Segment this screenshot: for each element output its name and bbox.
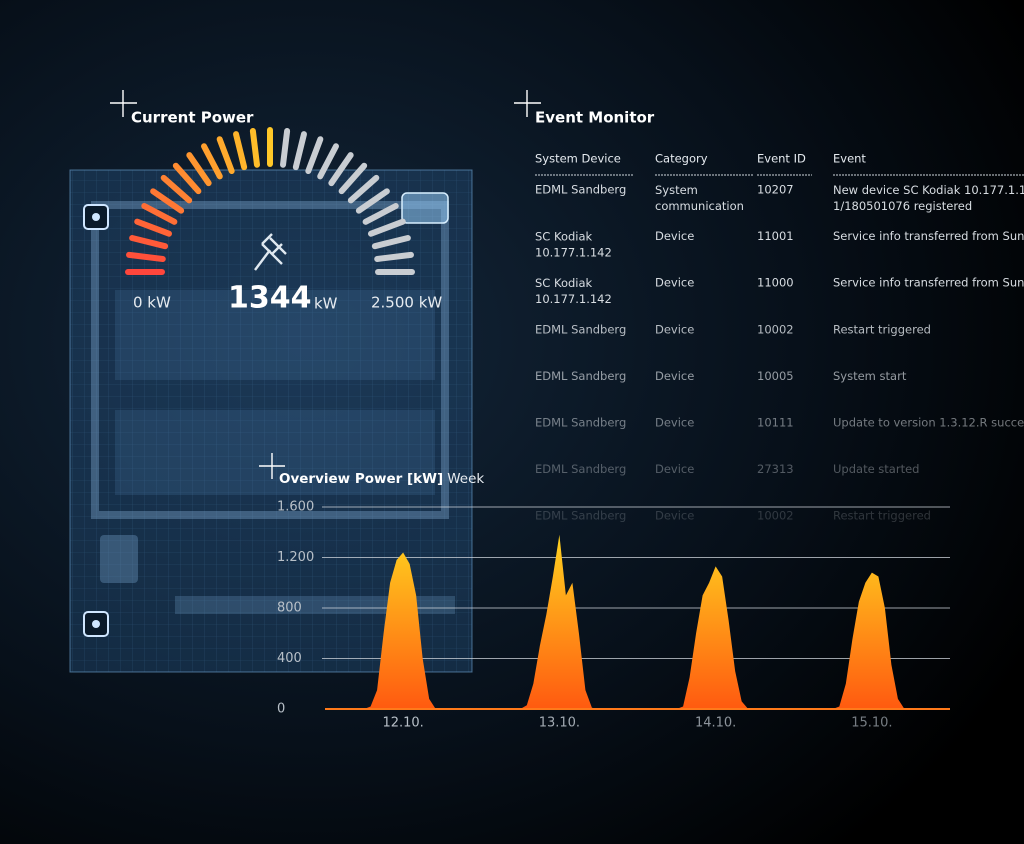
- table-cell: 10207: [757, 183, 794, 197]
- gauge-segment-filled: [233, 131, 248, 171]
- table-cell: Service info transferred from Sunny C: [833, 229, 1024, 243]
- power-area: [325, 534, 950, 709]
- gauge-segment: [292, 131, 307, 171]
- column-header: System Device: [535, 152, 621, 166]
- gauge-segment-filled: [160, 174, 193, 204]
- table-cell: Restart triggered: [833, 509, 931, 523]
- text-line: communication: [655, 199, 744, 213]
- x-tick-label: 15.10.: [851, 716, 892, 731]
- table-cell: 10002: [757, 509, 794, 523]
- gauge-segment-filled: [201, 143, 223, 180]
- crosshairs: [110, 90, 541, 479]
- gauge-segment-filled: [249, 128, 260, 168]
- table-cell: 11001: [757, 229, 794, 243]
- gauge-segment: [367, 218, 406, 237]
- gauge-min-label: 0 kW: [133, 294, 171, 312]
- table-cell: Device: [655, 276, 694, 290]
- gauge-segment: [355, 188, 390, 214]
- y-tick-label: 1.200: [277, 550, 314, 565]
- gauge-segment: [328, 152, 354, 187]
- y-tick-label: 800: [277, 601, 302, 616]
- gauge-unit: kW: [314, 295, 338, 313]
- table-cell: 10002: [757, 322, 794, 336]
- gauge-segment: [305, 136, 324, 175]
- column-header: Event: [833, 152, 866, 166]
- table-cell: 11000: [757, 276, 794, 290]
- current-power-title: Current Power: [131, 109, 254, 127]
- column-header: Category: [655, 152, 708, 166]
- plug-icon: [254, 233, 287, 271]
- table-cell: EDML Sandberg: [535, 462, 626, 476]
- table-cell: EDML Sandberg: [535, 369, 626, 383]
- table-cell: Device: [655, 369, 694, 383]
- table-cell: EDML Sandberg: [535, 183, 626, 197]
- table-cell: System communication: [655, 183, 744, 213]
- gauge-segment: [338, 162, 368, 195]
- table-cell: Device: [655, 462, 694, 476]
- text-line: SC Kodiak: [535, 229, 593, 243]
- x-tick-label: 12.10.: [382, 716, 423, 731]
- chart-subtitle: Week: [447, 471, 484, 487]
- table-cell: New device SC Kodiak 10.177.1.13 1/180501…: [833, 183, 1024, 213]
- chart-heading: Overview Power [kW] Week: [279, 471, 484, 487]
- gauge-segment-filled: [126, 251, 166, 262]
- gauge-segment-filled: [186, 152, 212, 187]
- table-cell: SC Kodiak 10.177.1.142: [535, 276, 612, 306]
- gauge-value: 1344: [228, 281, 312, 316]
- y-tick-label: 1.600: [277, 500, 314, 515]
- text-line: 1/180501076 registered: [833, 199, 972, 213]
- x-tick-label: 13.10.: [539, 716, 580, 731]
- table-cell: Device: [655, 322, 694, 336]
- table-cell: EDML Sandberg: [535, 416, 626, 430]
- text-line: New device SC Kodiak 10.177.1.13: [833, 183, 1024, 197]
- y-tick-label: 0: [277, 702, 285, 717]
- gauge-segment-filled: [172, 162, 202, 195]
- table-cell: Device: [655, 416, 694, 430]
- text-line: 10.177.1.142: [535, 292, 612, 306]
- table-cell: EDML Sandberg: [535, 322, 626, 336]
- table-cell: Device: [655, 509, 694, 523]
- gauge-segment-filled: [134, 218, 173, 237]
- x-tick-label: 14.10.: [695, 716, 736, 731]
- table-cell: 10111: [757, 416, 794, 430]
- table-cell: 10005: [757, 369, 794, 383]
- table-cell: SC Kodiak 10.177.1.142: [535, 229, 612, 259]
- gauge-segment-filled: [129, 235, 169, 250]
- table-cell: Update to version 1.3.12.R successf: [833, 416, 1024, 430]
- table-cell: System start: [833, 369, 907, 383]
- chart-title: Overview Power [kW]: [279, 471, 443, 487]
- text-line: SC Kodiak: [535, 276, 593, 290]
- table-cell: EDML Sandberg: [535, 509, 626, 523]
- table-cell: Service info transferred from Sunny C: [833, 276, 1024, 290]
- column-header: Event ID: [757, 152, 806, 166]
- table-cell: 27313: [757, 462, 794, 476]
- table-cell: Restart triggered: [833, 322, 931, 336]
- gauge-segment: [371, 235, 411, 250]
- table-cell: Update started: [833, 462, 919, 476]
- gauge-segment-filled: [141, 203, 178, 225]
- text-line: System: [655, 183, 698, 197]
- text-line: 10.177.1.142: [535, 245, 612, 259]
- table-cell: Device: [655, 229, 694, 243]
- gauge-segment-filled: [216, 136, 235, 175]
- gauge-segment: [347, 174, 380, 204]
- gauge-segment: [317, 143, 339, 180]
- y-tick-label: 400: [277, 651, 302, 666]
- gauge-segment: [374, 251, 414, 262]
- gauge-max-label: 2.500 kW: [371, 294, 442, 312]
- gauge-segment: [362, 203, 399, 225]
- event-monitor-title: Event Monitor: [535, 109, 655, 127]
- gauge-segment-filled: [150, 188, 185, 214]
- gauge-segment: [280, 128, 291, 168]
